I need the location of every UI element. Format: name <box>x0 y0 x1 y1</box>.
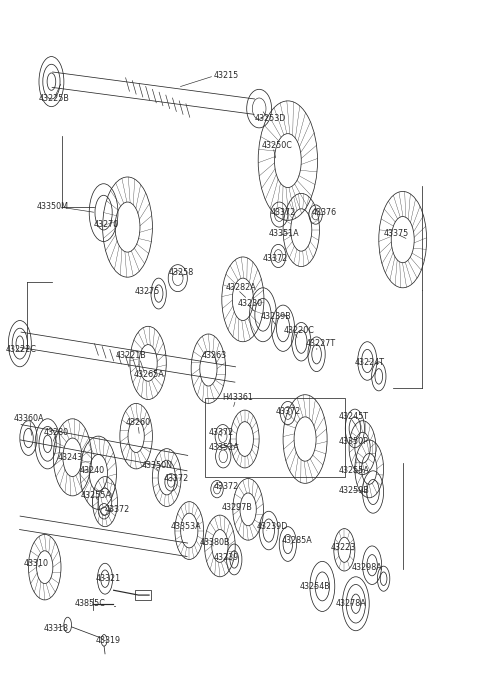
Bar <box>135 590 152 600</box>
Text: 43352A: 43352A <box>208 443 239 452</box>
Text: 43243: 43243 <box>57 453 82 461</box>
Text: 43220C: 43220C <box>284 326 315 335</box>
Text: 43372: 43372 <box>213 482 239 491</box>
Text: 43380B: 43380B <box>200 538 230 546</box>
Text: 43372: 43372 <box>263 254 288 263</box>
Text: 43278A: 43278A <box>336 599 366 608</box>
Text: 43280: 43280 <box>44 428 69 436</box>
Text: 43353A: 43353A <box>170 522 201 531</box>
Text: 43245T: 43245T <box>338 412 369 421</box>
Text: 43275: 43275 <box>135 287 160 296</box>
Text: 43372: 43372 <box>105 505 130 514</box>
Text: 43282A: 43282A <box>226 284 256 293</box>
Text: 43265A: 43265A <box>134 370 165 379</box>
Text: 43253D: 43253D <box>254 114 286 123</box>
Text: 43259B: 43259B <box>338 486 370 495</box>
Text: 43255A: 43255A <box>338 466 370 475</box>
Text: 43350M: 43350M <box>36 202 69 211</box>
Text: 43318: 43318 <box>44 624 69 633</box>
Text: 43372: 43372 <box>276 407 300 416</box>
Text: 43319: 43319 <box>96 636 120 645</box>
Text: 43230: 43230 <box>237 299 262 308</box>
Text: 43260: 43260 <box>126 418 151 427</box>
Text: 43372: 43372 <box>208 428 234 436</box>
Text: 43223: 43223 <box>331 543 356 553</box>
Text: 43360A: 43360A <box>14 414 45 423</box>
Text: 43375: 43375 <box>384 229 409 238</box>
Text: 43250C: 43250C <box>262 140 292 149</box>
Text: 43239D: 43239D <box>256 522 288 531</box>
Text: 43350N: 43350N <box>142 461 173 470</box>
Text: 43255A: 43255A <box>81 491 112 500</box>
Text: 43855C: 43855C <box>75 599 106 608</box>
Text: 43254B: 43254B <box>300 582 330 591</box>
Text: 43224T: 43224T <box>355 359 385 368</box>
Text: 43258: 43258 <box>168 268 193 277</box>
Text: 43221B: 43221B <box>116 351 146 360</box>
Text: 43297B: 43297B <box>222 503 252 512</box>
Text: 43372: 43372 <box>271 208 296 217</box>
Text: 43376: 43376 <box>312 208 337 217</box>
Text: 43240: 43240 <box>79 466 104 475</box>
Text: 43298A: 43298A <box>352 563 383 572</box>
Text: 43239: 43239 <box>213 553 239 562</box>
Text: 43372: 43372 <box>163 474 189 483</box>
Text: 43285A: 43285A <box>282 536 313 545</box>
Text: 43321: 43321 <box>96 574 120 583</box>
Text: 43350P: 43350P <box>338 437 369 446</box>
Text: 43222C: 43222C <box>5 345 36 354</box>
Text: 43225B: 43225B <box>39 95 70 104</box>
Text: 43270: 43270 <box>94 220 119 229</box>
Text: 43263: 43263 <box>202 351 227 360</box>
Text: 43227T: 43227T <box>306 339 336 348</box>
Text: H43361: H43361 <box>222 393 252 402</box>
Text: 43215: 43215 <box>214 72 239 81</box>
Text: 43239B: 43239B <box>261 312 291 321</box>
Text: 43310: 43310 <box>24 559 48 568</box>
Text: 43351A: 43351A <box>269 229 300 238</box>
